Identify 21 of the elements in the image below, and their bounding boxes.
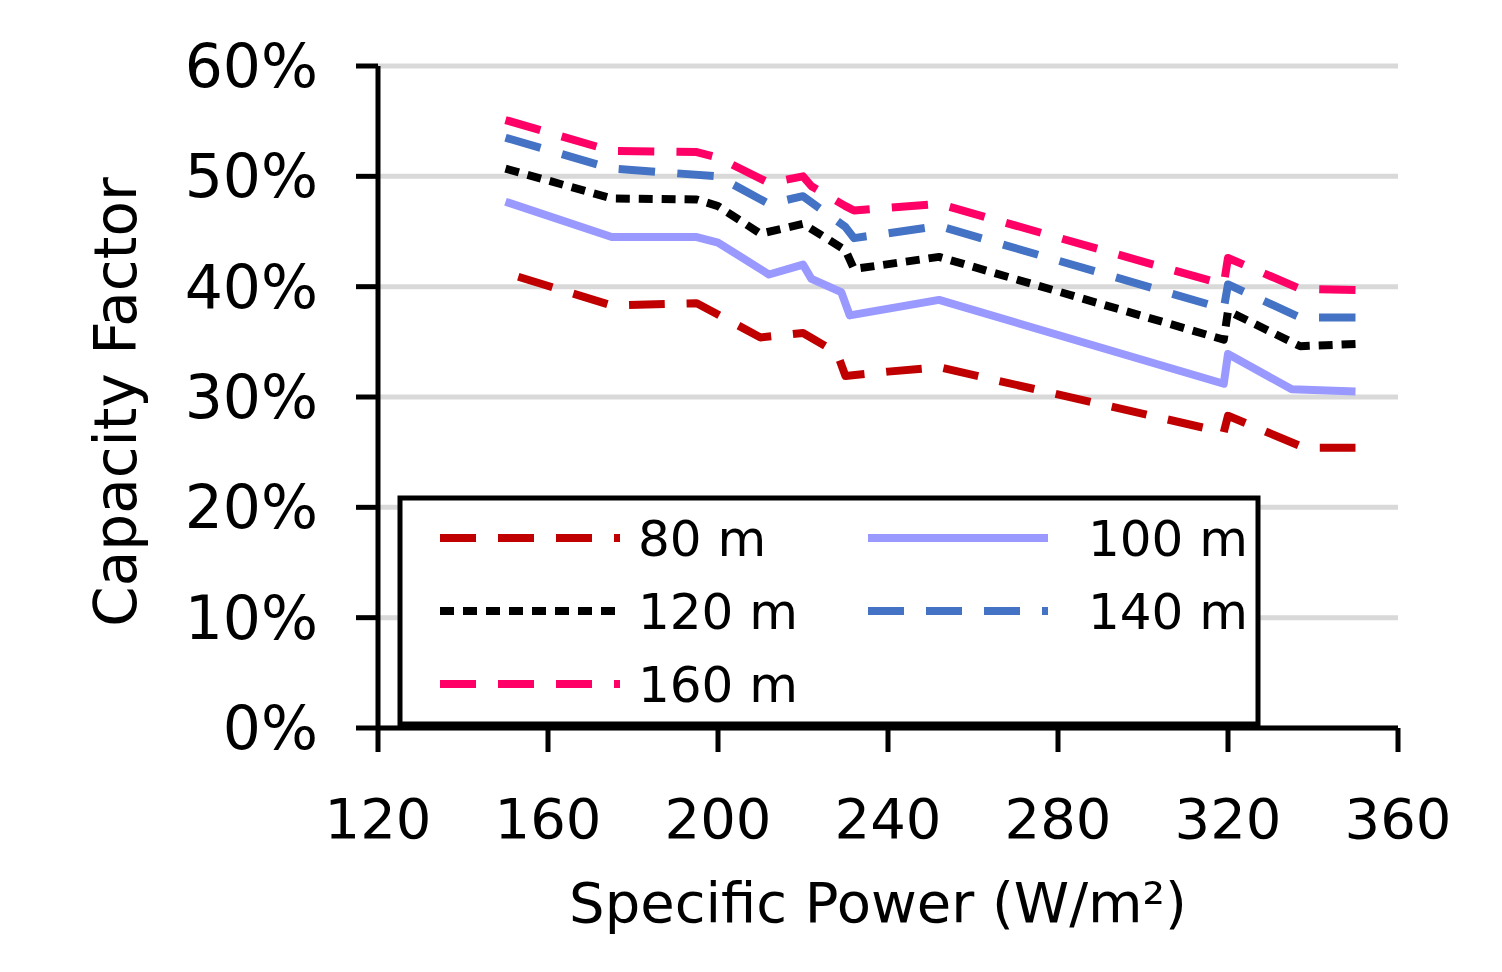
x-tick-label: 240 [834,786,942,851]
x-tick-label: 280 [1004,786,1112,851]
legend-label: 100 m [1088,509,1249,568]
x-tick-label: 320 [1174,786,1282,851]
y-axis-title: Capacity Factor [82,177,150,627]
y-tick-label: 30% [184,362,318,432]
x-tick-label: 200 [664,786,772,851]
y-tick-label: 20% [184,472,318,543]
y-tick-label: 0% [222,693,318,763]
x-tick-label: 360 [1344,786,1452,851]
legend-label: 120 m [638,582,799,641]
y-tick-label: 40% [184,251,318,322]
legend-label: 160 m [638,655,799,714]
legend-label: 140 m [1088,582,1249,641]
y-tick-label: 60% [184,31,318,101]
legend-label: 80 m [638,509,767,568]
y-tick-label: 10% [184,582,318,653]
x-axis-title: Specific Power (W/m²) [569,870,1187,935]
x-tick-label: 160 [494,786,602,851]
y-tick-label: 50% [184,141,318,212]
x-tick-label: 120 [324,786,432,851]
